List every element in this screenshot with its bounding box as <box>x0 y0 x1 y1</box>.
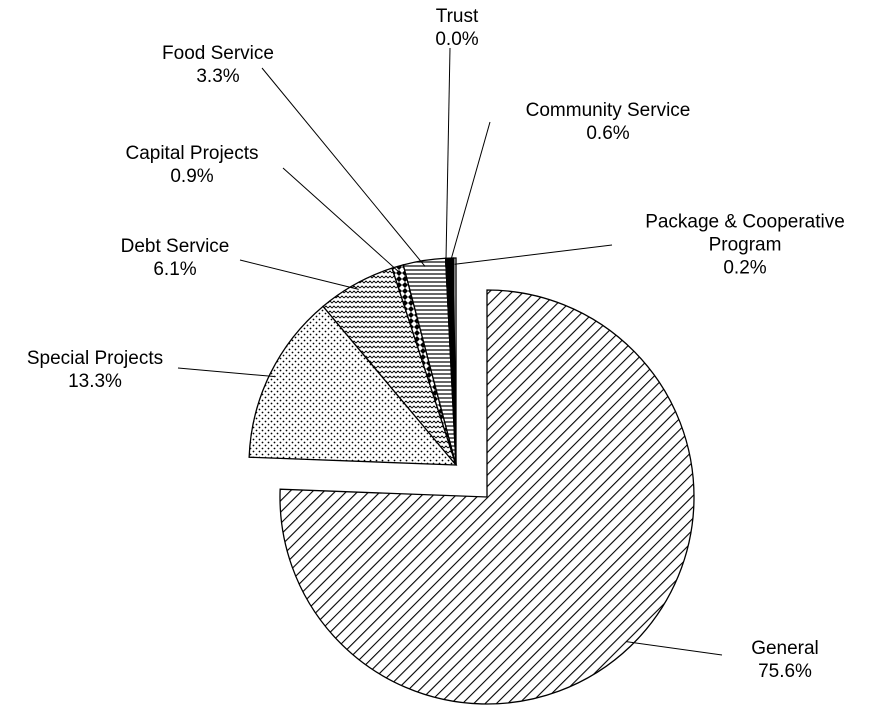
pie-slice <box>452 257 457 466</box>
category-name: Debt Service <box>120 236 230 257</box>
slice-label: Trust 0.0% <box>417 5 497 51</box>
slice-label: Debt Service 6.1% <box>95 235 255 281</box>
leader-line <box>454 244 613 265</box>
value-label: 75.6% <box>758 661 812 682</box>
category-name: Capital Projects <box>125 143 259 164</box>
pie-slice <box>248 305 458 466</box>
leader-line <box>177 367 276 378</box>
value-label: 0.2% <box>723 257 767 279</box>
slice-label: Food Service 3.3% <box>128 42 308 88</box>
category-name: Trust <box>435 6 479 27</box>
value-label: 3.3% <box>196 66 240 87</box>
category-name: Special Projects <box>26 348 164 369</box>
leader-line <box>261 67 426 267</box>
category-name: Community Service <box>525 100 691 121</box>
leader-line <box>445 47 451 265</box>
leader-line <box>282 167 400 273</box>
leader-line <box>239 259 359 290</box>
value-label: 0.6% <box>586 123 630 144</box>
value-label: 0.9% <box>170 166 214 187</box>
category-name: Food Service <box>162 43 274 64</box>
category-name: General <box>751 638 819 659</box>
category-name: Package & Cooperative Program <box>645 211 845 256</box>
value-label: 13.3% <box>68 371 122 392</box>
pie-slice <box>279 289 695 705</box>
slice-label: Special Projects 13.3% <box>0 347 195 393</box>
value-label: 0.0% <box>435 29 479 50</box>
slice-label: Capital Projects 0.9% <box>92 142 292 188</box>
leader-line <box>626 641 723 656</box>
slice-label: Package & Cooperative Program 0.2% <box>620 211 870 280</box>
leader-line <box>449 121 491 265</box>
slice-label: General 75.6% <box>725 637 845 683</box>
value-label: 6.1% <box>153 259 197 280</box>
slice-label: Community Service 0.6% <box>488 99 728 145</box>
